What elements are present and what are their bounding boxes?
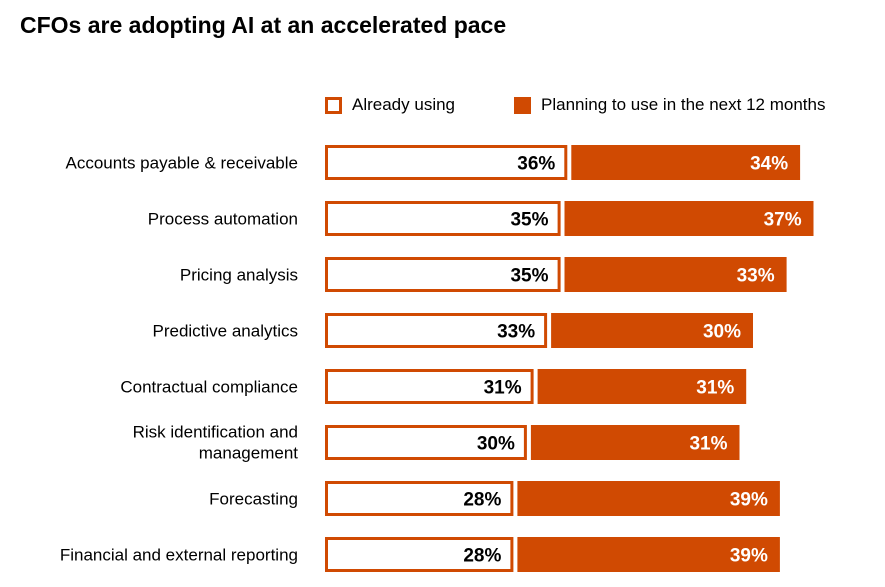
bar-already-using: [325, 537, 514, 572]
value-label-planning: 37%: [764, 210, 802, 231]
category-label: Forecasting: [209, 490, 298, 509]
value-label-already-using: 35%: [510, 210, 548, 231]
legend-item-planning: Planning to use in the next 12 months: [514, 95, 825, 115]
category-label: Accounts payable & receivable: [66, 154, 298, 173]
bar-planning: [571, 145, 801, 180]
category-label: Predictive analytics: [152, 322, 298, 341]
bar-already-using: [325, 145, 568, 180]
legend-swatch-already-using: [325, 96, 342, 114]
bar-planning: [517, 481, 780, 516]
bar-planning: [564, 201, 814, 236]
value-label-planning: 33%: [737, 266, 775, 287]
value-label-planning: 34%: [750, 154, 788, 175]
value-label-planning: 30%: [703, 322, 741, 343]
bar-already-using: [325, 481, 514, 516]
bar-planning: [537, 369, 747, 404]
bar-planning: [517, 537, 780, 572]
chart-title: CFOs are adopting AI at an accelerated p…: [20, 12, 507, 38]
bar-planning: [564, 257, 787, 292]
value-label-planning: 31%: [689, 434, 727, 455]
value-label-already-using: 28%: [463, 490, 501, 511]
bar-planning: [551, 313, 753, 348]
category-label: Contractual compliance: [120, 378, 298, 397]
legend-label-already-using: Already using: [352, 95, 456, 114]
bar-already-using: [325, 369, 534, 404]
bar-already-using: [325, 257, 561, 292]
value-label-already-using: 35%: [510, 266, 548, 287]
category-label: Process automation: [148, 210, 298, 229]
bar-already-using: [325, 425, 527, 460]
bar-planning: [530, 425, 740, 460]
value-label-already-using: 30%: [477, 434, 515, 455]
value-label-already-using: 31%: [484, 378, 522, 399]
value-label-already-using: 33%: [497, 322, 535, 343]
value-label-already-using: 36%: [517, 154, 555, 175]
value-label-planning: 39%: [730, 490, 768, 511]
bar-already-using: [325, 201, 561, 236]
legend-item-already-using: Already using: [325, 95, 455, 115]
category-label: Pricing analysis: [180, 266, 298, 285]
category-label: Risk identification and management: [133, 423, 299, 463]
value-label-already-using: 28%: [463, 546, 501, 567]
legend-swatch-planning: [514, 96, 531, 114]
value-label-planning: 39%: [730, 546, 768, 567]
bar-already-using: [325, 313, 548, 348]
category-label: Financial and external reporting: [60, 546, 298, 565]
value-label-planning: 31%: [696, 378, 734, 399]
legend-label-planning: Planning to use in the next 12 months: [541, 95, 826, 114]
